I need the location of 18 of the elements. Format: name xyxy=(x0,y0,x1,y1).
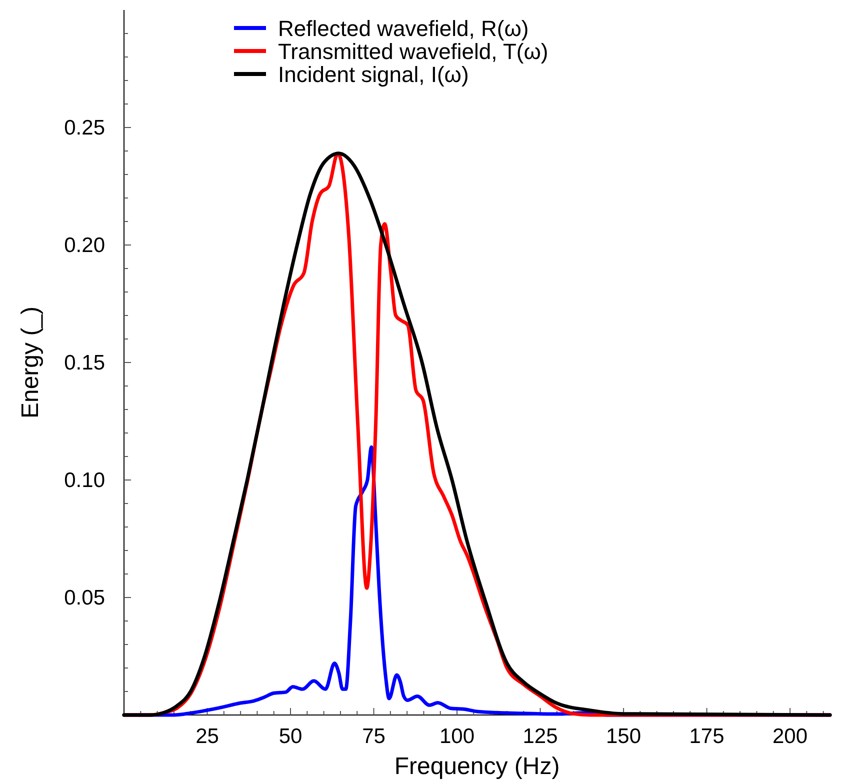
legend-label: Incident signal, I(ω) xyxy=(278,62,469,87)
x-tick-label: 75 xyxy=(362,725,386,748)
y-tick-label: 0.25 xyxy=(64,116,105,140)
y-tick-label: 0.20 xyxy=(64,234,105,257)
x-tick-label: 25 xyxy=(196,725,219,748)
x-tick-label: 50 xyxy=(278,725,302,748)
y-tick-label: 0.15 xyxy=(64,352,105,374)
x-tick-label: 150 xyxy=(606,725,642,748)
x-tick-label: 200 xyxy=(772,725,808,748)
x-axis-title: Frequency (Hz) xyxy=(394,753,560,780)
legend-label: Reflected wavefield, R(ω) xyxy=(278,16,529,41)
y-tick-label: 0.05 xyxy=(64,586,105,610)
legend-label: Transmitted wavefield, T(ω) xyxy=(278,39,548,64)
y-axis-title: Energy (_) xyxy=(17,306,44,419)
x-tick-label: 125 xyxy=(522,725,558,748)
x-tick-label: 175 xyxy=(689,725,724,748)
x-tick-label: 100 xyxy=(439,725,475,748)
y-tick-label: 0.10 xyxy=(64,469,105,492)
